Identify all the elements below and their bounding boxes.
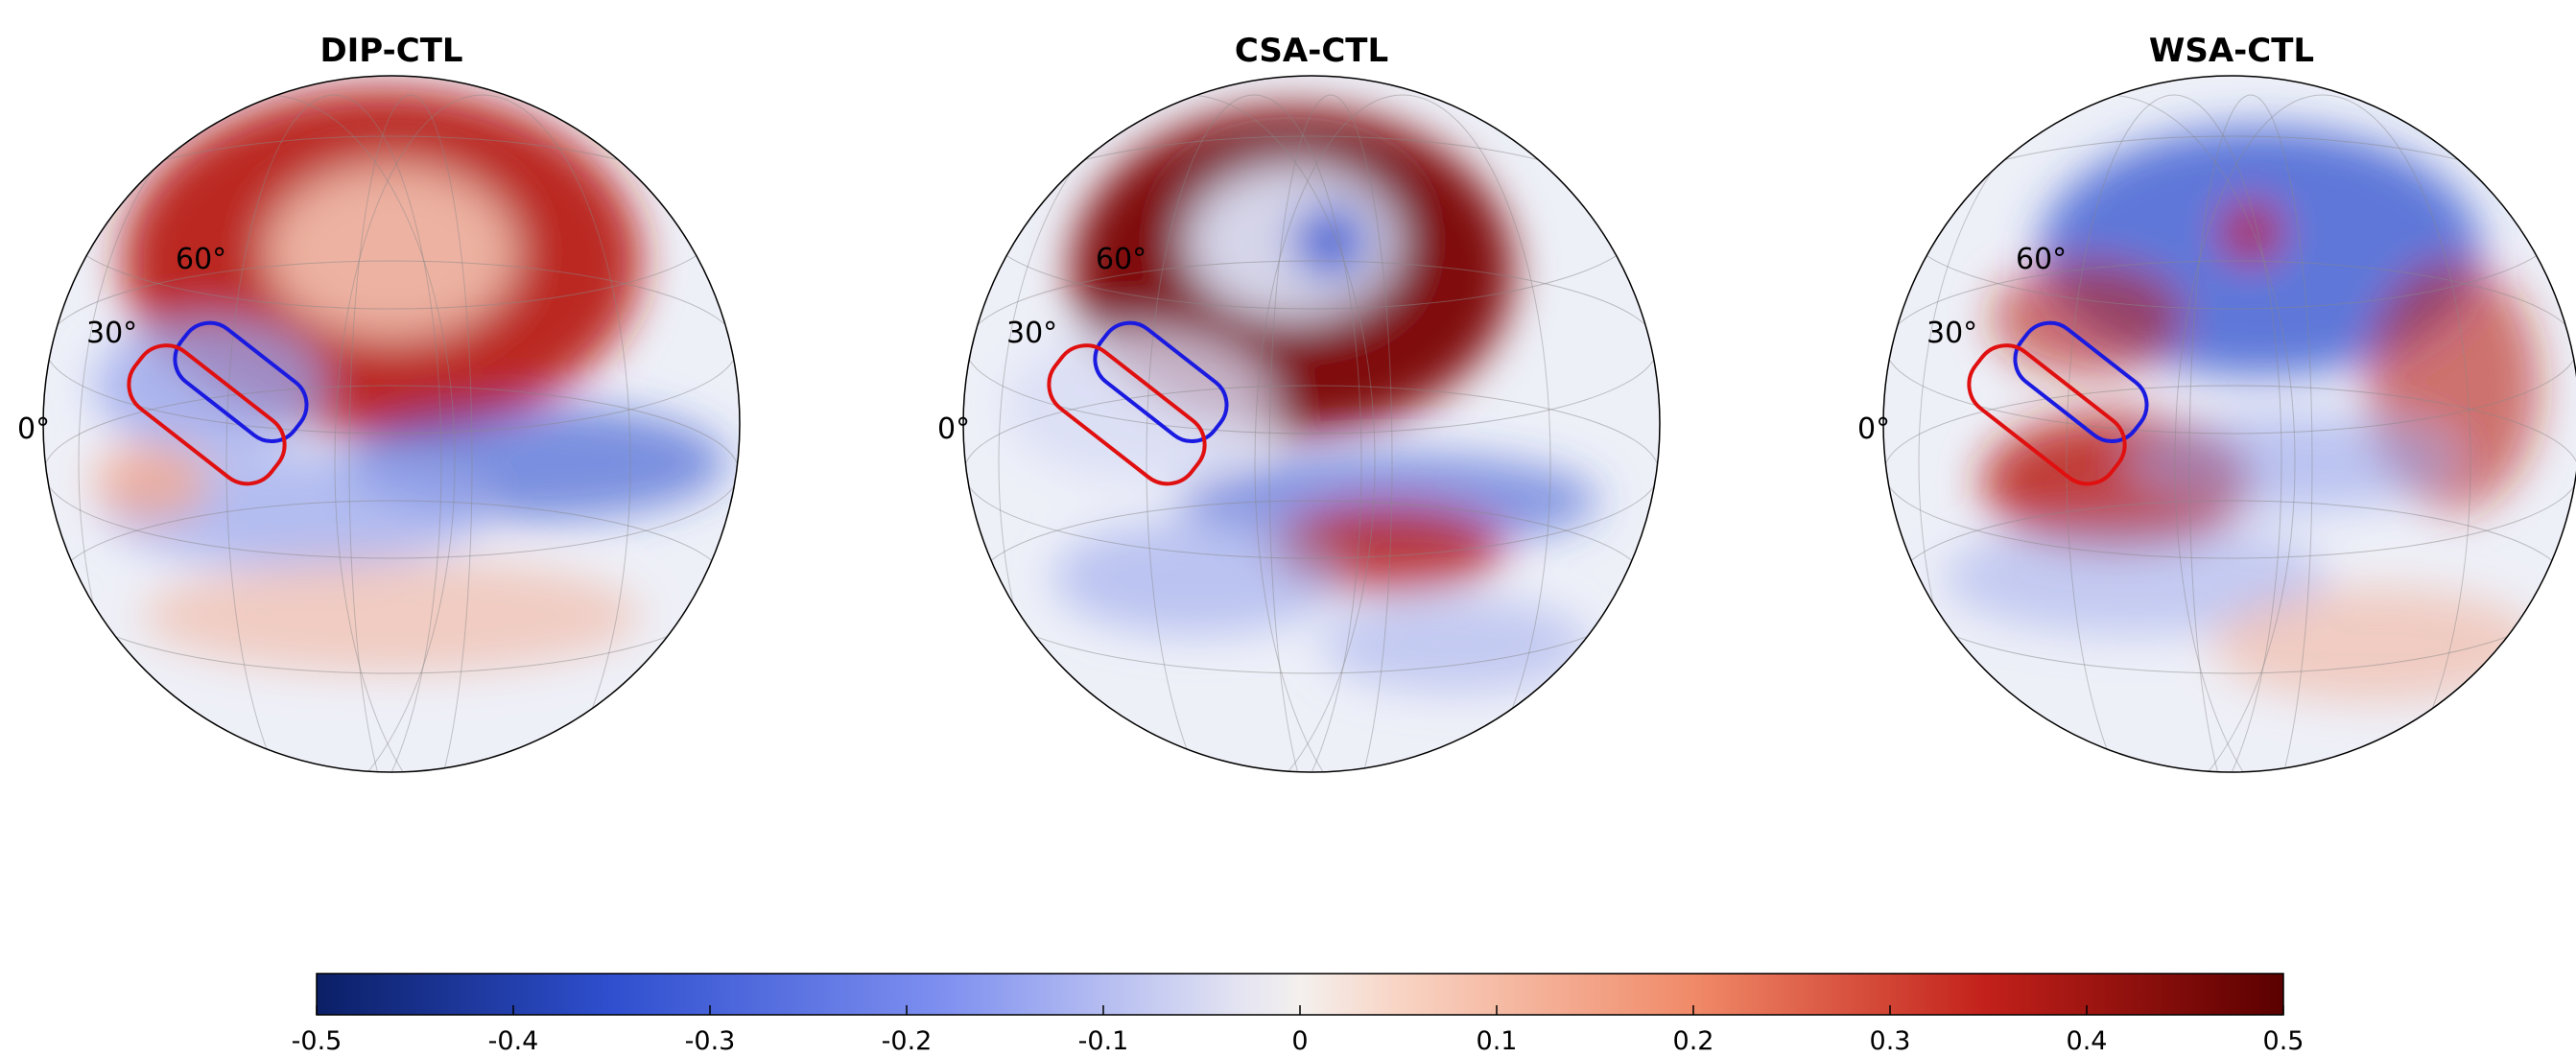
colorbar-tick-label: -0.5 <box>292 1026 343 1056</box>
latitude-label: 30° <box>86 317 137 350</box>
page: DIP-CTL 0° 30° 60° CSA-CTL 0° 30° 60° WSA-CTL 0° 3… <box>0 0 2576 1058</box>
anomaly-blob <box>1004 328 1273 482</box>
anomaly-blob <box>94 443 209 520</box>
anomaly-blob <box>1292 203 1369 280</box>
anomaly-blob <box>2222 203 2280 261</box>
anomaly-blob <box>2212 587 2539 702</box>
colorbar-tick-label: 0 <box>1291 1026 1308 1056</box>
map-panel: DIP-CTL 0° 30° 60° <box>17 32 740 830</box>
latitude-label: 0° <box>937 412 970 446</box>
map-panel: CSA-CTL 0° 30° 60° <box>937 32 1660 830</box>
colorbar-tick-label: -0.1 <box>1078 1026 1129 1056</box>
colorbar-tick-label: -0.4 <box>488 1026 539 1056</box>
map-panel: WSA-CTL 0° 30° 60° <box>1857 32 2576 830</box>
colorbar: -0.5 -0.4 -0.3 -0.2 -0.1 0 0.1 0.2 0.3 0.4 0.5 <box>292 974 2304 1056</box>
anomaly-blob <box>1052 520 1340 635</box>
panel-title: CSA-CTL <box>1235 32 1388 70</box>
panel-title: DIP-CTL <box>319 32 462 70</box>
globe-field <box>43 76 740 830</box>
colorbar-tick-label: 0.3 <box>1870 1026 1911 1056</box>
latitude-label: 60° <box>2016 243 2067 276</box>
colorbar-tick-label: -0.3 <box>685 1026 736 1056</box>
latitude-label: 30° <box>1006 317 1057 350</box>
latitude-label: 30° <box>1926 317 1977 350</box>
anomaly-blob <box>142 558 641 673</box>
colorbar-tick-label: -0.2 <box>882 1026 933 1056</box>
latitude-label: 0° <box>1857 412 1890 446</box>
latitude-label: 60° <box>1096 243 1146 276</box>
anomaly-blob <box>1992 261 2184 376</box>
anomaly-blob <box>267 165 516 338</box>
latitude-label: 0° <box>17 412 50 446</box>
colorbar-tick-label: 0.4 <box>2067 1026 2108 1056</box>
figure: DIP-CTL 0° 30° 60° CSA-CTL 0° 30° 60° WSA-CTL 0° 3… <box>0 0 2576 1058</box>
panel-title: WSA-CTL <box>2149 32 2314 70</box>
colorbar-tick-label: 0.1 <box>1477 1026 1518 1056</box>
globe-field <box>963 76 1660 830</box>
colorbar-tick-label: 0.2 <box>1673 1026 1714 1056</box>
latitude-label: 60° <box>176 243 226 276</box>
globe-field <box>1883 76 2576 830</box>
colorbar-tick-label: 0.5 <box>2263 1026 2304 1056</box>
